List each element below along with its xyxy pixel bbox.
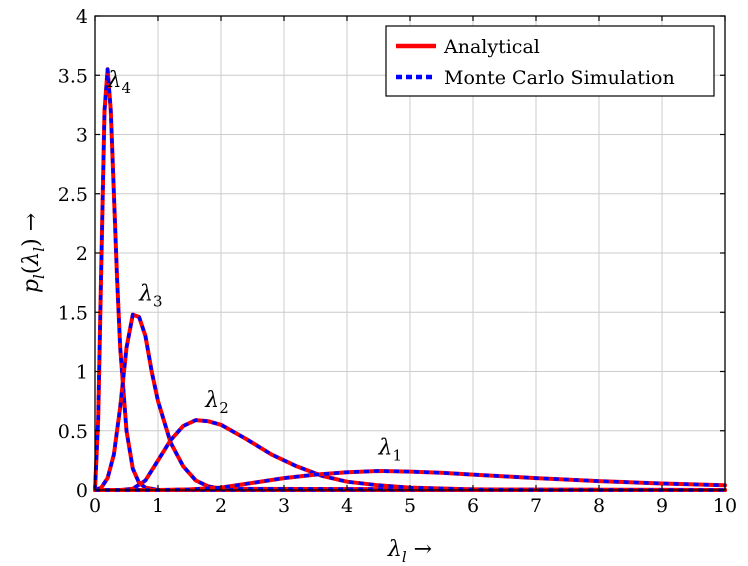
x-tick-label: 0 bbox=[89, 495, 101, 517]
y-axis-label: pl(λl) → bbox=[19, 213, 48, 293]
tick-labels: 0 1 2 3 4 5 6 7 8 9 10 0 0.5 1 1.5 2 2.5 3 3.5 4 bbox=[58, 6, 737, 517]
x-tick-label: 7 bbox=[530, 495, 542, 517]
y-tick-label: 2 bbox=[76, 243, 88, 265]
x-tick-label: 2 bbox=[215, 495, 227, 517]
x-tick-label: 8 bbox=[593, 495, 605, 517]
curve-annotation-1: λ1 bbox=[378, 435, 403, 464]
y-tick-label: 3 bbox=[76, 125, 88, 147]
x-tick-label: 9 bbox=[656, 495, 668, 517]
x-axis-label: λl → bbox=[387, 537, 432, 566]
monte-carlo-curve-4 bbox=[93, 67, 725, 492]
y-tick-label: 1 bbox=[76, 362, 88, 384]
y-tick-label: 0 bbox=[76, 480, 88, 502]
tick-marks bbox=[94, 15, 726, 491]
y-tick-label: 3.5 bbox=[58, 65, 88, 87]
monte-carlo-curve-3 bbox=[94, 312, 726, 492]
x-tick-label: 3 bbox=[278, 495, 290, 517]
curves bbox=[93, 67, 727, 492]
curve-annotation-2: λ2 bbox=[204, 388, 229, 417]
legend: Analytical Monte Carlo Simulation bbox=[385, 25, 715, 97]
x-tick-label: 10 bbox=[713, 495, 737, 517]
x-tick-label: 1 bbox=[152, 495, 164, 517]
legend-label-monte-carlo: Monte Carlo Simulation bbox=[444, 67, 675, 89]
curve-annotations: λ4 λ3 λ2 λ1 bbox=[107, 68, 402, 464]
x-tick-label: 4 bbox=[341, 495, 353, 517]
curve-annotation-4: λ4 bbox=[107, 68, 132, 97]
monte-carlo-curve-2 bbox=[95, 418, 725, 492]
legend-box bbox=[385, 25, 715, 97]
y-tick-label: 4 bbox=[76, 6, 88, 28]
x-tick-label: 5 bbox=[404, 495, 416, 517]
x-tick-label: 6 bbox=[467, 495, 479, 517]
y-tick-label: 0.5 bbox=[58, 421, 88, 443]
axis-labels: λl → pl(λl) → bbox=[19, 213, 432, 566]
monte-carlo-curve-1 bbox=[95, 469, 726, 492]
legend-label-analytical: Analytical bbox=[443, 36, 540, 58]
curve-annotation-3: λ3 bbox=[138, 281, 163, 310]
y-tick-label: 2.5 bbox=[58, 184, 88, 206]
y-tick-label: 1.5 bbox=[58, 302, 88, 324]
